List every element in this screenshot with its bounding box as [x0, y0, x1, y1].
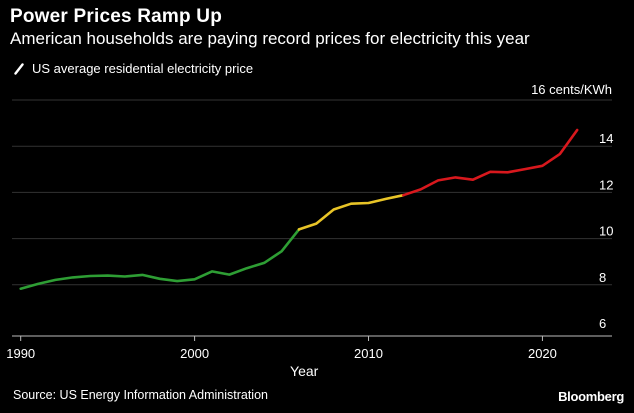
chart-subtitle: American households are paying record pr…: [10, 29, 530, 48]
y-tick-label: 14: [599, 131, 613, 146]
y-tick-label: 6: [599, 316, 606, 331]
x-axis-ticks: 1990 2000 2010 2020: [6, 336, 557, 361]
x-tick-label: 1990: [6, 346, 35, 361]
source-note: Source: US Energy Information Administra…: [13, 388, 268, 402]
legend: US average residential electricity price: [14, 61, 253, 76]
y-tick-label: 8: [599, 270, 606, 285]
x-tick-label: 2010: [354, 346, 383, 361]
x-tick-label: 2020: [528, 346, 557, 361]
series-segment: [401, 128, 579, 197]
x-tick-label: 2000: [180, 346, 209, 361]
series-line: [19, 128, 579, 291]
y-axis-labels: 6 8 10 12 14: [599, 131, 613, 331]
grid: [12, 99, 612, 286]
series-segment: [297, 193, 405, 231]
y-tick-label: 12: [599, 177, 613, 192]
legend-line-icon: [14, 62, 24, 75]
chart-title: Power Prices Ramp Up: [10, 6, 223, 27]
x-axis-title: Year: [290, 363, 319, 379]
y-tick-label: 10: [599, 224, 613, 239]
brand-logo: Bloomberg: [558, 389, 624, 404]
legend-label: US average residential electricity price: [32, 61, 254, 76]
series-segment: [19, 228, 301, 291]
y-axis-unit-label: 16 cents/KWh: [531, 82, 612, 97]
